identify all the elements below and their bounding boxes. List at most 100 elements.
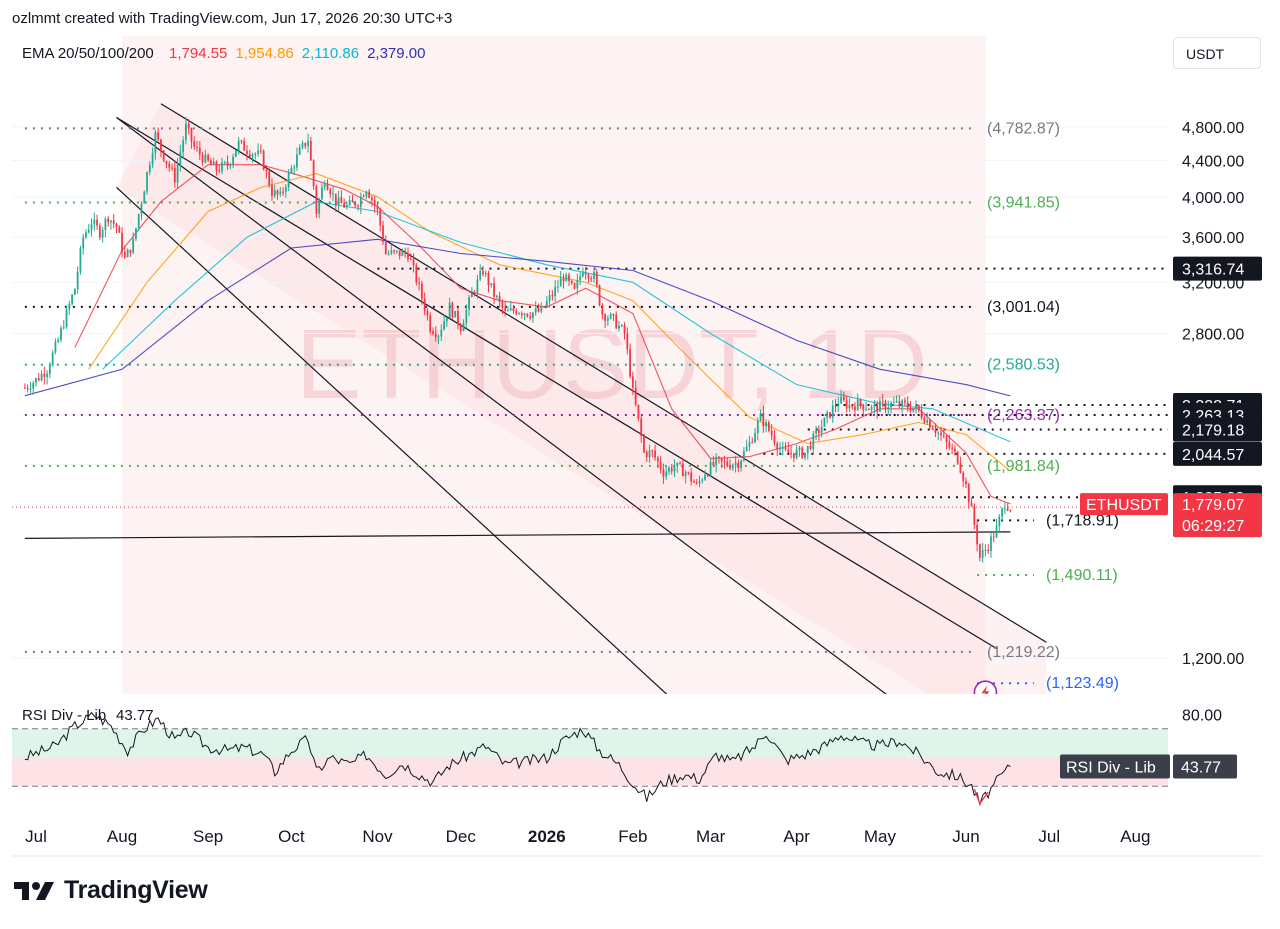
- price-level-label: (1,219.22): [987, 644, 1060, 661]
- candle-body: [132, 238, 135, 253]
- candle-body: [740, 460, 743, 469]
- candle-body: [312, 160, 315, 187]
- candle-body: [659, 461, 662, 470]
- currency-selector[interactable]: USDT: [1173, 37, 1261, 69]
- candle-body: [515, 310, 518, 314]
- tradingview-logo-text: TradingView: [64, 876, 208, 904]
- candle-body: [518, 313, 520, 315]
- candle-body: [473, 292, 476, 294]
- candle-body: [71, 294, 73, 304]
- candle-body: [523, 313, 526, 315]
- candle-body: [129, 249, 132, 253]
- candle-body: [23, 387, 26, 389]
- candle-body: [859, 399, 862, 405]
- candle-body: [601, 305, 604, 315]
- current-price-value: 1,779.07: [1182, 497, 1244, 514]
- candle-body: [606, 318, 609, 321]
- candle-body: [723, 461, 726, 463]
- candle-body: [40, 373, 43, 381]
- candle-body: [65, 309, 68, 328]
- candle-body: [304, 143, 307, 147]
- candle-body: [762, 412, 765, 427]
- candle-body: [792, 453, 795, 458]
- candle-body: [476, 279, 479, 293]
- candle-body: [62, 327, 65, 329]
- candle-body: [743, 451, 745, 461]
- candle-body: [748, 442, 751, 447]
- candle-body: [784, 447, 787, 450]
- candle-body: [429, 315, 432, 332]
- candle-body: [568, 274, 570, 281]
- tradingview-logo[interactable]: TradingView: [14, 876, 208, 905]
- key-level-axis-label: 2,179.18: [1182, 422, 1244, 439]
- candle-body: [865, 409, 867, 411]
- price-level-label: (2,580.53): [987, 357, 1060, 374]
- candle-body: [334, 193, 337, 206]
- candle-body: [82, 237, 85, 249]
- candle-body: [387, 253, 390, 255]
- candle-body: [395, 250, 398, 252]
- candle-body: [767, 422, 770, 431]
- candle-body: [637, 404, 640, 419]
- candle-body: [532, 312, 534, 319]
- candle-body: [554, 286, 557, 297]
- channel-trendline: [24, 531, 1011, 539]
- candle-body: [487, 272, 490, 286]
- candle-body: [193, 141, 196, 147]
- time-axis-tick: Apr: [783, 827, 810, 846]
- rsi-axis-tick: 80.00: [1182, 707, 1222, 724]
- rsi-legend-value: 43.77: [116, 707, 154, 724]
- candle-body: [457, 311, 459, 325]
- candle-body: [970, 502, 973, 507]
- candle-body: [684, 472, 687, 477]
- candle-body: [679, 462, 681, 464]
- candle-body: [354, 202, 357, 206]
- candle-body: [729, 465, 731, 469]
- candle-body: [670, 467, 673, 472]
- candle-body: [620, 325, 623, 327]
- price-level-label: (1,981.84): [987, 458, 1060, 475]
- candle-body: [662, 469, 665, 477]
- candle-body: [196, 146, 198, 148]
- candle-body: [815, 429, 817, 434]
- candle-body: [318, 199, 321, 214]
- candle-body: [629, 349, 631, 377]
- candle-body: [282, 191, 284, 193]
- candle-body: [562, 278, 565, 282]
- candle-body: [407, 253, 409, 260]
- candle-body: [140, 203, 143, 215]
- candle-body: [54, 341, 57, 353]
- candle-body: [359, 196, 362, 207]
- rsi-value-badge-label: 43.77: [1181, 759, 1221, 776]
- candle-body: [168, 163, 171, 168]
- key-level-axis-badge: [1173, 441, 1262, 466]
- candle-body: [559, 278, 562, 287]
- candle-body: [254, 153, 257, 155]
- candle-body: [37, 378, 40, 381]
- candle-body: [548, 295, 551, 302]
- candle-body: [351, 200, 354, 203]
- candle-body: [651, 450, 654, 452]
- candle-body: [215, 161, 218, 171]
- candle-body: [445, 317, 448, 322]
- candle-body: [509, 308, 512, 311]
- price-level-label: (1,490.11): [1046, 567, 1118, 584]
- candle-body: [673, 466, 676, 472]
- candle-body: [801, 447, 804, 458]
- candle-body: [901, 400, 904, 407]
- candle-body: [543, 306, 545, 308]
- time-axis-tick: Feb: [618, 827, 647, 846]
- rsi-legend-title: RSI Div - Lib: [22, 707, 106, 724]
- candle-body: [201, 154, 204, 163]
- candle-body: [154, 132, 157, 154]
- candle-body: [237, 140, 240, 151]
- candle-body: [953, 448, 956, 452]
- candle-body: [709, 461, 712, 476]
- candle-body: [656, 457, 659, 462]
- candle-body: [382, 225, 384, 242]
- candle-body: [146, 172, 148, 192]
- price-axis-tick: 1,200.00: [1182, 651, 1244, 668]
- chart-attribution: ozlmmt created with TradingView.com, Jun…: [12, 10, 453, 27]
- candle-body: [526, 313, 529, 317]
